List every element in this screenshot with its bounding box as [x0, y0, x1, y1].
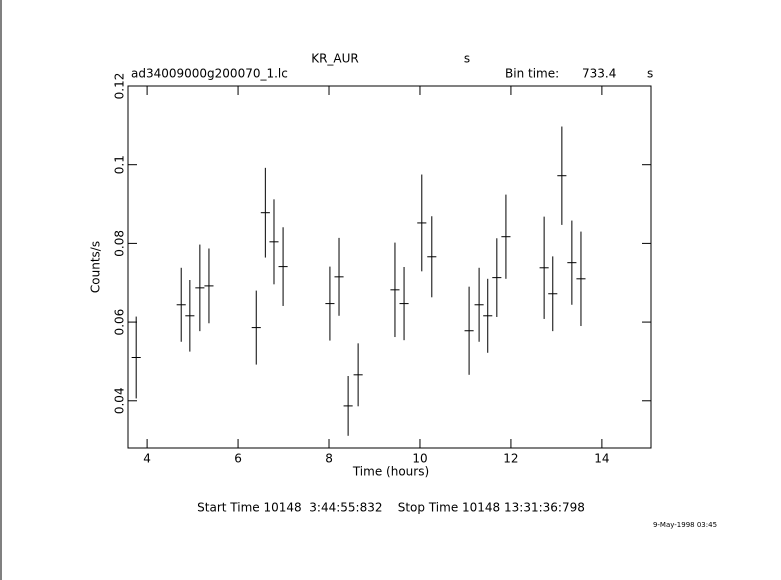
footer: Start Time 10148 3:44:55:832 Stop Time 1… [197, 501, 585, 515]
x-tick-label: 8 [325, 452, 333, 466]
x-tick-label: 6 [234, 452, 242, 466]
y-tick-label: 0.06 [113, 309, 127, 336]
bin-time-label: Bin time: [505, 67, 559, 81]
y-tick-label: 0.08 [113, 230, 127, 257]
bin-time: 733.4 [582, 67, 616, 81]
x-tick-label: 10 [412, 452, 427, 466]
y-tick-label: 0.04 [113, 387, 127, 414]
x-tick-label: 12 [503, 452, 518, 466]
plot-frame [127, 85, 652, 449]
y-tick-label: 0.12 [113, 73, 127, 100]
y-tick-label: 0.1 [113, 155, 127, 174]
x-tick-label: 4 [143, 452, 151, 466]
x-tick-label: 14 [594, 452, 609, 466]
x-axis-label: Time (hours) [352, 465, 429, 479]
bin-time-unit: s [647, 67, 653, 81]
chart-title: KR_AUR [311, 52, 359, 66]
y-axis-label: Counts/s [89, 241, 103, 293]
file-name: ad34009000g200070_1.lc [131, 67, 288, 81]
date-stamp: 9-May-1998 03:45 [653, 521, 717, 529]
title-suffix: s [464, 52, 470, 66]
